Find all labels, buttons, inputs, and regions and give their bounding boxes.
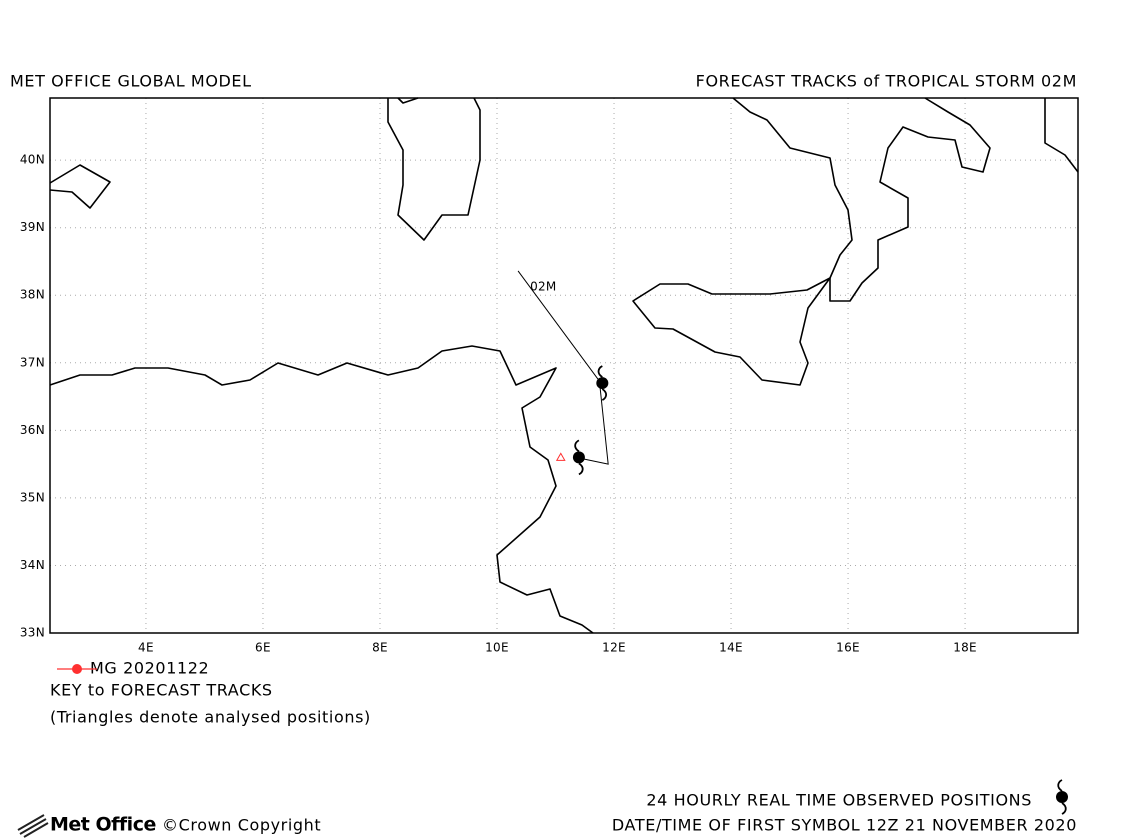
copyright: ©Crown Copyright (162, 816, 321, 835)
x-tick-label: 12E (602, 641, 626, 655)
y-tick-label: 40N (20, 153, 45, 167)
storm-core (572, 451, 585, 464)
coastline (49, 345, 594, 634)
date-note: DATE/TIME OF FIRST SYMBOL 12Z 21 NOVEMBE… (612, 816, 1077, 835)
tracks: 02M (517, 270, 609, 476)
analysed-position (555, 452, 566, 461)
header-right: FORECAST TRACKS of TROPICAL STORM 02M (696, 72, 1077, 91)
key-title: KEY to FORECAST TRACKS (50, 681, 273, 700)
coastlines (49, 97, 1079, 634)
x-tick-label: 18E (953, 641, 977, 655)
storm-core (596, 377, 609, 390)
logo-icon (17, 814, 49, 838)
y-tick-label: 33N (20, 626, 45, 640)
y-tick-label: 35N (20, 490, 45, 504)
observed-position (596, 365, 609, 401)
observed-note: 24 HOURLY REAL TIME OBSERVED POSITIONS (646, 791, 1032, 810)
y-tick-label: 37N (20, 355, 45, 369)
x-tick-label: 16E (836, 641, 860, 655)
x-tick-label: 6E (255, 641, 271, 655)
y-tick-label: 39N (20, 220, 45, 234)
y-tick-label: 36N (20, 423, 45, 437)
x-tick-label: 4E (138, 641, 154, 655)
coastline (387, 97, 481, 241)
y-tick-label: 38N (20, 288, 45, 302)
coastline (732, 97, 991, 302)
x-tick-label: 10E (485, 641, 509, 655)
coastline (1044, 98, 1079, 173)
x-tick-label: 14E (719, 641, 743, 655)
key-note: (Triangles denote analysed positions) (50, 708, 371, 727)
track-label: 02M (530, 279, 557, 293)
legend-label: MG 20201122 (90, 659, 209, 678)
y-tick-label: 34N (20, 558, 45, 572)
header-left: MET OFFICE GLOBAL MODEL (10, 72, 252, 91)
coastline (49, 164, 111, 209)
storm-icon (1056, 779, 1068, 815)
observed-position (572, 439, 585, 476)
forecast-track (517, 270, 609, 465)
coastline (632, 277, 831, 386)
logo: Met Office (50, 814, 156, 836)
coastline (397, 97, 419, 104)
storm-arms (597, 365, 607, 401)
grid (50, 98, 1078, 633)
map-frame (49, 97, 1079, 634)
x-tick-label: 8E (372, 641, 388, 655)
storm-arms (574, 439, 584, 476)
legend-marker (72, 664, 82, 674)
